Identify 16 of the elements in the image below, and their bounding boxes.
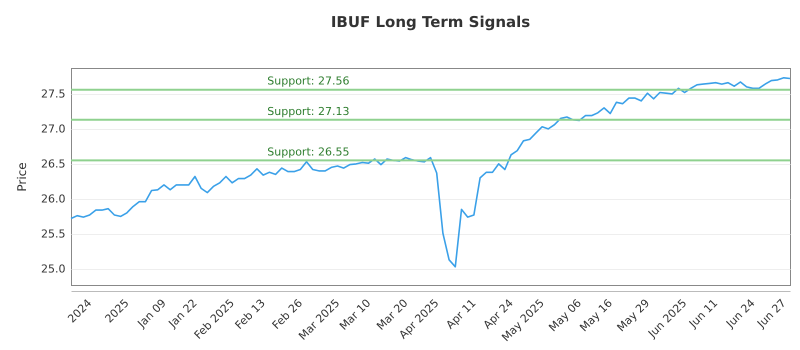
ref-line-label: Support: 26.55 <box>267 145 350 158</box>
y-tick-label: 25.0 <box>41 262 66 276</box>
y-tick-label: 26.0 <box>41 192 66 206</box>
chart-title: IBUF Long Term Signals <box>330 13 530 31</box>
y-axis-title: Price <box>15 162 30 192</box>
y-tick-label: 26.5 <box>41 157 66 170</box>
ref-line-label: Support: 27.56 <box>267 74 350 88</box>
y-tick-label: 27.0 <box>41 122 66 136</box>
x-tick-label: Mar 10 <box>337 296 374 333</box>
ref-line-label: Support: 27.13 <box>267 104 350 118</box>
line-series <box>70 77 791 268</box>
x-tick-label: Apr 11 <box>444 296 479 332</box>
x-tick-label: Feb 13 <box>232 296 268 332</box>
y-tick-label: 27.5 <box>41 87 66 100</box>
x-tick-label: Jun 11 <box>686 296 720 331</box>
y-tick-label: 25.5 <box>41 227 66 240</box>
